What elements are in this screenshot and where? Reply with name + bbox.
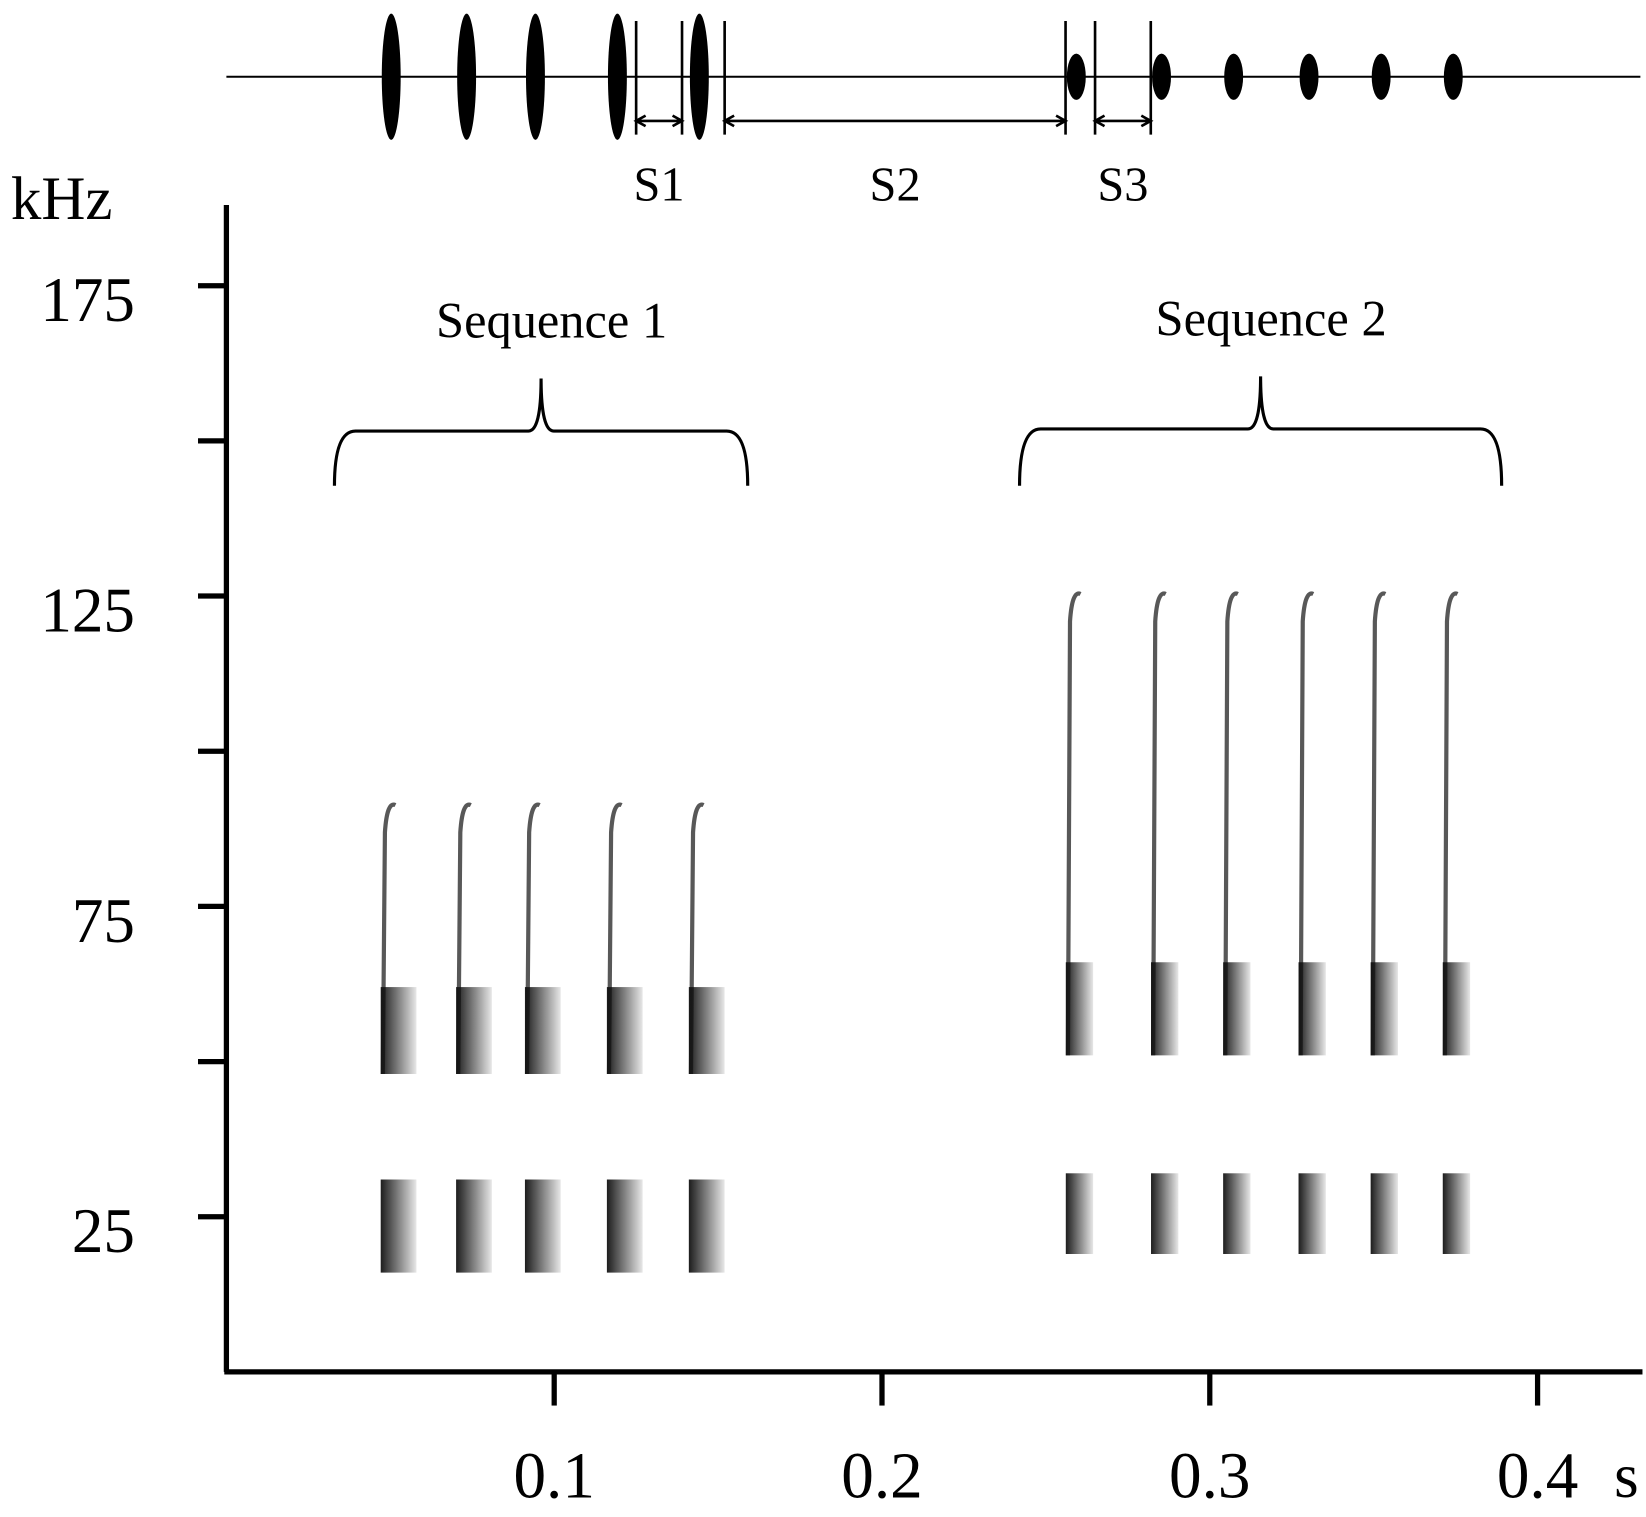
call-sweep	[456, 802, 472, 1075]
x-tick-label: 0.1	[513, 1440, 594, 1512]
interval-label: S2	[870, 158, 921, 211]
interval-arrow	[721, 114, 1069, 128]
call-sweep	[606, 802, 623, 1075]
sequence-brace	[1017, 376, 1504, 486]
x-tick-label: 0.4	[1497, 1440, 1578, 1512]
call-band	[380, 987, 417, 1074]
interval-arrow	[633, 114, 685, 128]
call-sweep	[380, 802, 397, 1075]
interval-label: S1	[634, 158, 685, 211]
call-band	[380, 1179, 417, 1273]
call-band	[606, 987, 643, 1074]
waveform-burst	[381, 13, 401, 140]
call-band	[688, 1179, 725, 1273]
call-band	[688, 987, 725, 1074]
call-band	[456, 1179, 492, 1273]
call-sweep	[524, 802, 541, 1075]
y-tick-label: 75	[72, 886, 135, 956]
interval-arrow	[1092, 114, 1154, 128]
call-sweep	[1151, 591, 1167, 1056]
call-sweep	[1370, 591, 1387, 1056]
call-band	[1151, 1173, 1179, 1254]
waveform-burst	[689, 13, 709, 140]
waveform-burst	[1371, 53, 1391, 100]
call-sweep	[1065, 591, 1082, 1056]
call-band	[1223, 1173, 1251, 1254]
x-tick-label: 0.3	[1169, 1440, 1250, 1512]
waveform-burst	[1224, 53, 1244, 100]
waveform-burst	[607, 13, 627, 140]
call-band	[1298, 1173, 1326, 1254]
y-tick-label: 25	[72, 1196, 135, 1266]
sequence-brace	[332, 378, 750, 486]
call-sweep	[1223, 591, 1239, 1056]
waveform-burst	[1443, 53, 1463, 100]
waveform-burst	[1066, 53, 1086, 100]
x-tick-label: 0.2	[841, 1440, 922, 1512]
sequence-label: Sequence 1	[436, 292, 667, 348]
call-band	[1370, 1173, 1398, 1254]
waveform-burst	[1152, 53, 1172, 100]
call-band	[1065, 1173, 1094, 1254]
waveform-burst	[525, 13, 545, 140]
waveform-burst	[457, 13, 477, 140]
call-sweep	[688, 802, 705, 1075]
x-unit: s	[1614, 1441, 1639, 1511]
y-unit: kHz	[11, 166, 113, 233]
waveform-burst	[1299, 53, 1319, 100]
call-sweep	[1442, 591, 1459, 1056]
y-tick-label: 175	[40, 265, 135, 335]
call-band	[524, 987, 561, 1074]
call-band	[524, 1179, 561, 1273]
call-band	[1442, 1173, 1471, 1254]
y-tick-label: 125	[40, 576, 135, 646]
interval-label: S3	[1097, 158, 1148, 211]
call-band	[606, 1179, 643, 1273]
call-sweep	[1298, 591, 1315, 1056]
call-band	[456, 987, 492, 1074]
sequence-label: Sequence 2	[1156, 290, 1387, 346]
